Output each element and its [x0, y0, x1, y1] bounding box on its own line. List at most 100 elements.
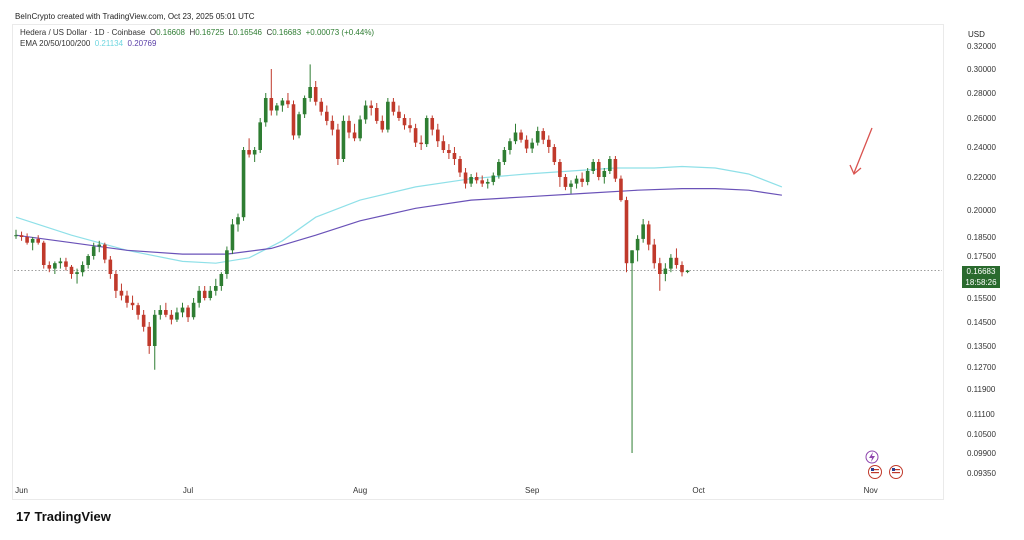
candle[interactable] — [69, 266, 74, 274]
candle[interactable] — [80, 265, 85, 273]
candle[interactable] — [152, 314, 157, 346]
candle[interactable] — [352, 132, 357, 139]
candle[interactable] — [474, 177, 479, 181]
candle[interactable] — [230, 224, 235, 251]
candle[interactable] — [574, 178, 579, 184]
candle[interactable] — [141, 314, 146, 327]
candle[interactable] — [502, 150, 507, 162]
candle[interactable] — [619, 178, 623, 201]
candle[interactable] — [19, 235, 24, 237]
candle[interactable] — [175, 312, 179, 320]
candle[interactable] — [519, 132, 523, 140]
candle[interactable] — [30, 238, 35, 243]
candle[interactable] — [313, 87, 318, 102]
candle[interactable] — [363, 105, 368, 120]
candle[interactable] — [380, 120, 385, 130]
candle[interactable] — [91, 246, 96, 257]
candle[interactable] — [325, 111, 329, 121]
candle[interactable] — [14, 235, 18, 237]
candle[interactable] — [530, 142, 534, 149]
candle[interactable] — [130, 302, 135, 306]
candle[interactable] — [369, 105, 373, 109]
candle[interactable] — [208, 290, 213, 298]
candle[interactable] — [158, 310, 163, 315]
candle[interactable] — [413, 128, 418, 143]
candle[interactable] — [347, 120, 351, 133]
candle[interactable] — [275, 105, 279, 111]
candle[interactable] — [119, 290, 124, 296]
candle[interactable] — [136, 305, 140, 315]
candle[interactable] — [186, 307, 190, 318]
candle[interactable] — [397, 111, 401, 118]
candle[interactable] — [558, 162, 562, 177]
candle[interactable] — [114, 274, 118, 291]
candle[interactable] — [430, 118, 435, 130]
candle[interactable] — [458, 159, 462, 173]
candle[interactable] — [25, 237, 29, 243]
candle[interactable] — [147, 326, 151, 346]
candle[interactable] — [330, 120, 335, 130]
candle[interactable] — [374, 108, 379, 121]
candle[interactable] — [247, 150, 251, 155]
candle[interactable] — [508, 141, 512, 150]
candle[interactable] — [658, 263, 662, 274]
candle[interactable] — [58, 261, 63, 264]
candle[interactable] — [646, 224, 651, 245]
candle[interactable] — [341, 120, 346, 159]
candle[interactable] — [569, 183, 573, 187]
candle[interactable] — [424, 118, 429, 145]
candle[interactable] — [164, 310, 168, 315]
candle[interactable] — [635, 238, 640, 251]
candle[interactable] — [497, 162, 501, 176]
candle[interactable] — [269, 98, 274, 111]
candle[interactable] — [596, 162, 601, 177]
candle[interactable] — [680, 265, 684, 273]
candle[interactable] — [263, 98, 268, 123]
candle[interactable] — [252, 150, 257, 155]
candle[interactable] — [480, 180, 484, 184]
candle[interactable] — [663, 268, 668, 274]
candle[interactable] — [386, 101, 390, 130]
candle[interactable] — [286, 100, 290, 105]
candle[interactable] — [452, 153, 457, 159]
candle[interactable] — [685, 270, 690, 273]
candle[interactable] — [580, 178, 584, 182]
candle[interactable] — [219, 274, 224, 286]
candle[interactable] — [214, 286, 218, 291]
candle[interactable] — [297, 114, 301, 136]
candle[interactable] — [291, 104, 296, 136]
candle[interactable] — [75, 272, 79, 274]
candle[interactable] — [197, 290, 201, 303]
candle[interactable] — [608, 159, 612, 171]
candle[interactable] — [391, 101, 396, 112]
candle[interactable] — [191, 302, 196, 318]
candle[interactable] — [169, 314, 174, 320]
candle[interactable] — [535, 131, 540, 143]
candle[interactable] — [641, 224, 645, 239]
candle[interactable] — [319, 101, 324, 112]
candle[interactable] — [86, 256, 90, 265]
candle[interactable] — [436, 129, 440, 142]
candle[interactable] — [225, 250, 229, 274]
candle[interactable] — [630, 250, 634, 264]
candle[interactable] — [47, 265, 52, 269]
candle[interactable] — [513, 132, 518, 142]
candle[interactable] — [241, 150, 246, 218]
candle[interactable] — [236, 217, 240, 225]
candle[interactable] — [408, 125, 412, 129]
candle[interactable] — [53, 263, 57, 269]
candle[interactable] — [524, 139, 529, 149]
candle[interactable] — [624, 200, 629, 264]
candle[interactable] — [447, 150, 451, 153]
candle[interactable] — [674, 257, 679, 265]
candle[interactable] — [64, 261, 68, 267]
candle[interactable] — [358, 119, 362, 139]
candle[interactable] — [591, 162, 595, 171]
candle[interactable] — [441, 141, 446, 150]
candle[interactable] — [491, 175, 496, 182]
candle[interactable] — [669, 257, 673, 269]
candle[interactable] — [547, 139, 551, 147]
candle[interactable] — [469, 177, 473, 184]
candle[interactable] — [541, 131, 546, 140]
